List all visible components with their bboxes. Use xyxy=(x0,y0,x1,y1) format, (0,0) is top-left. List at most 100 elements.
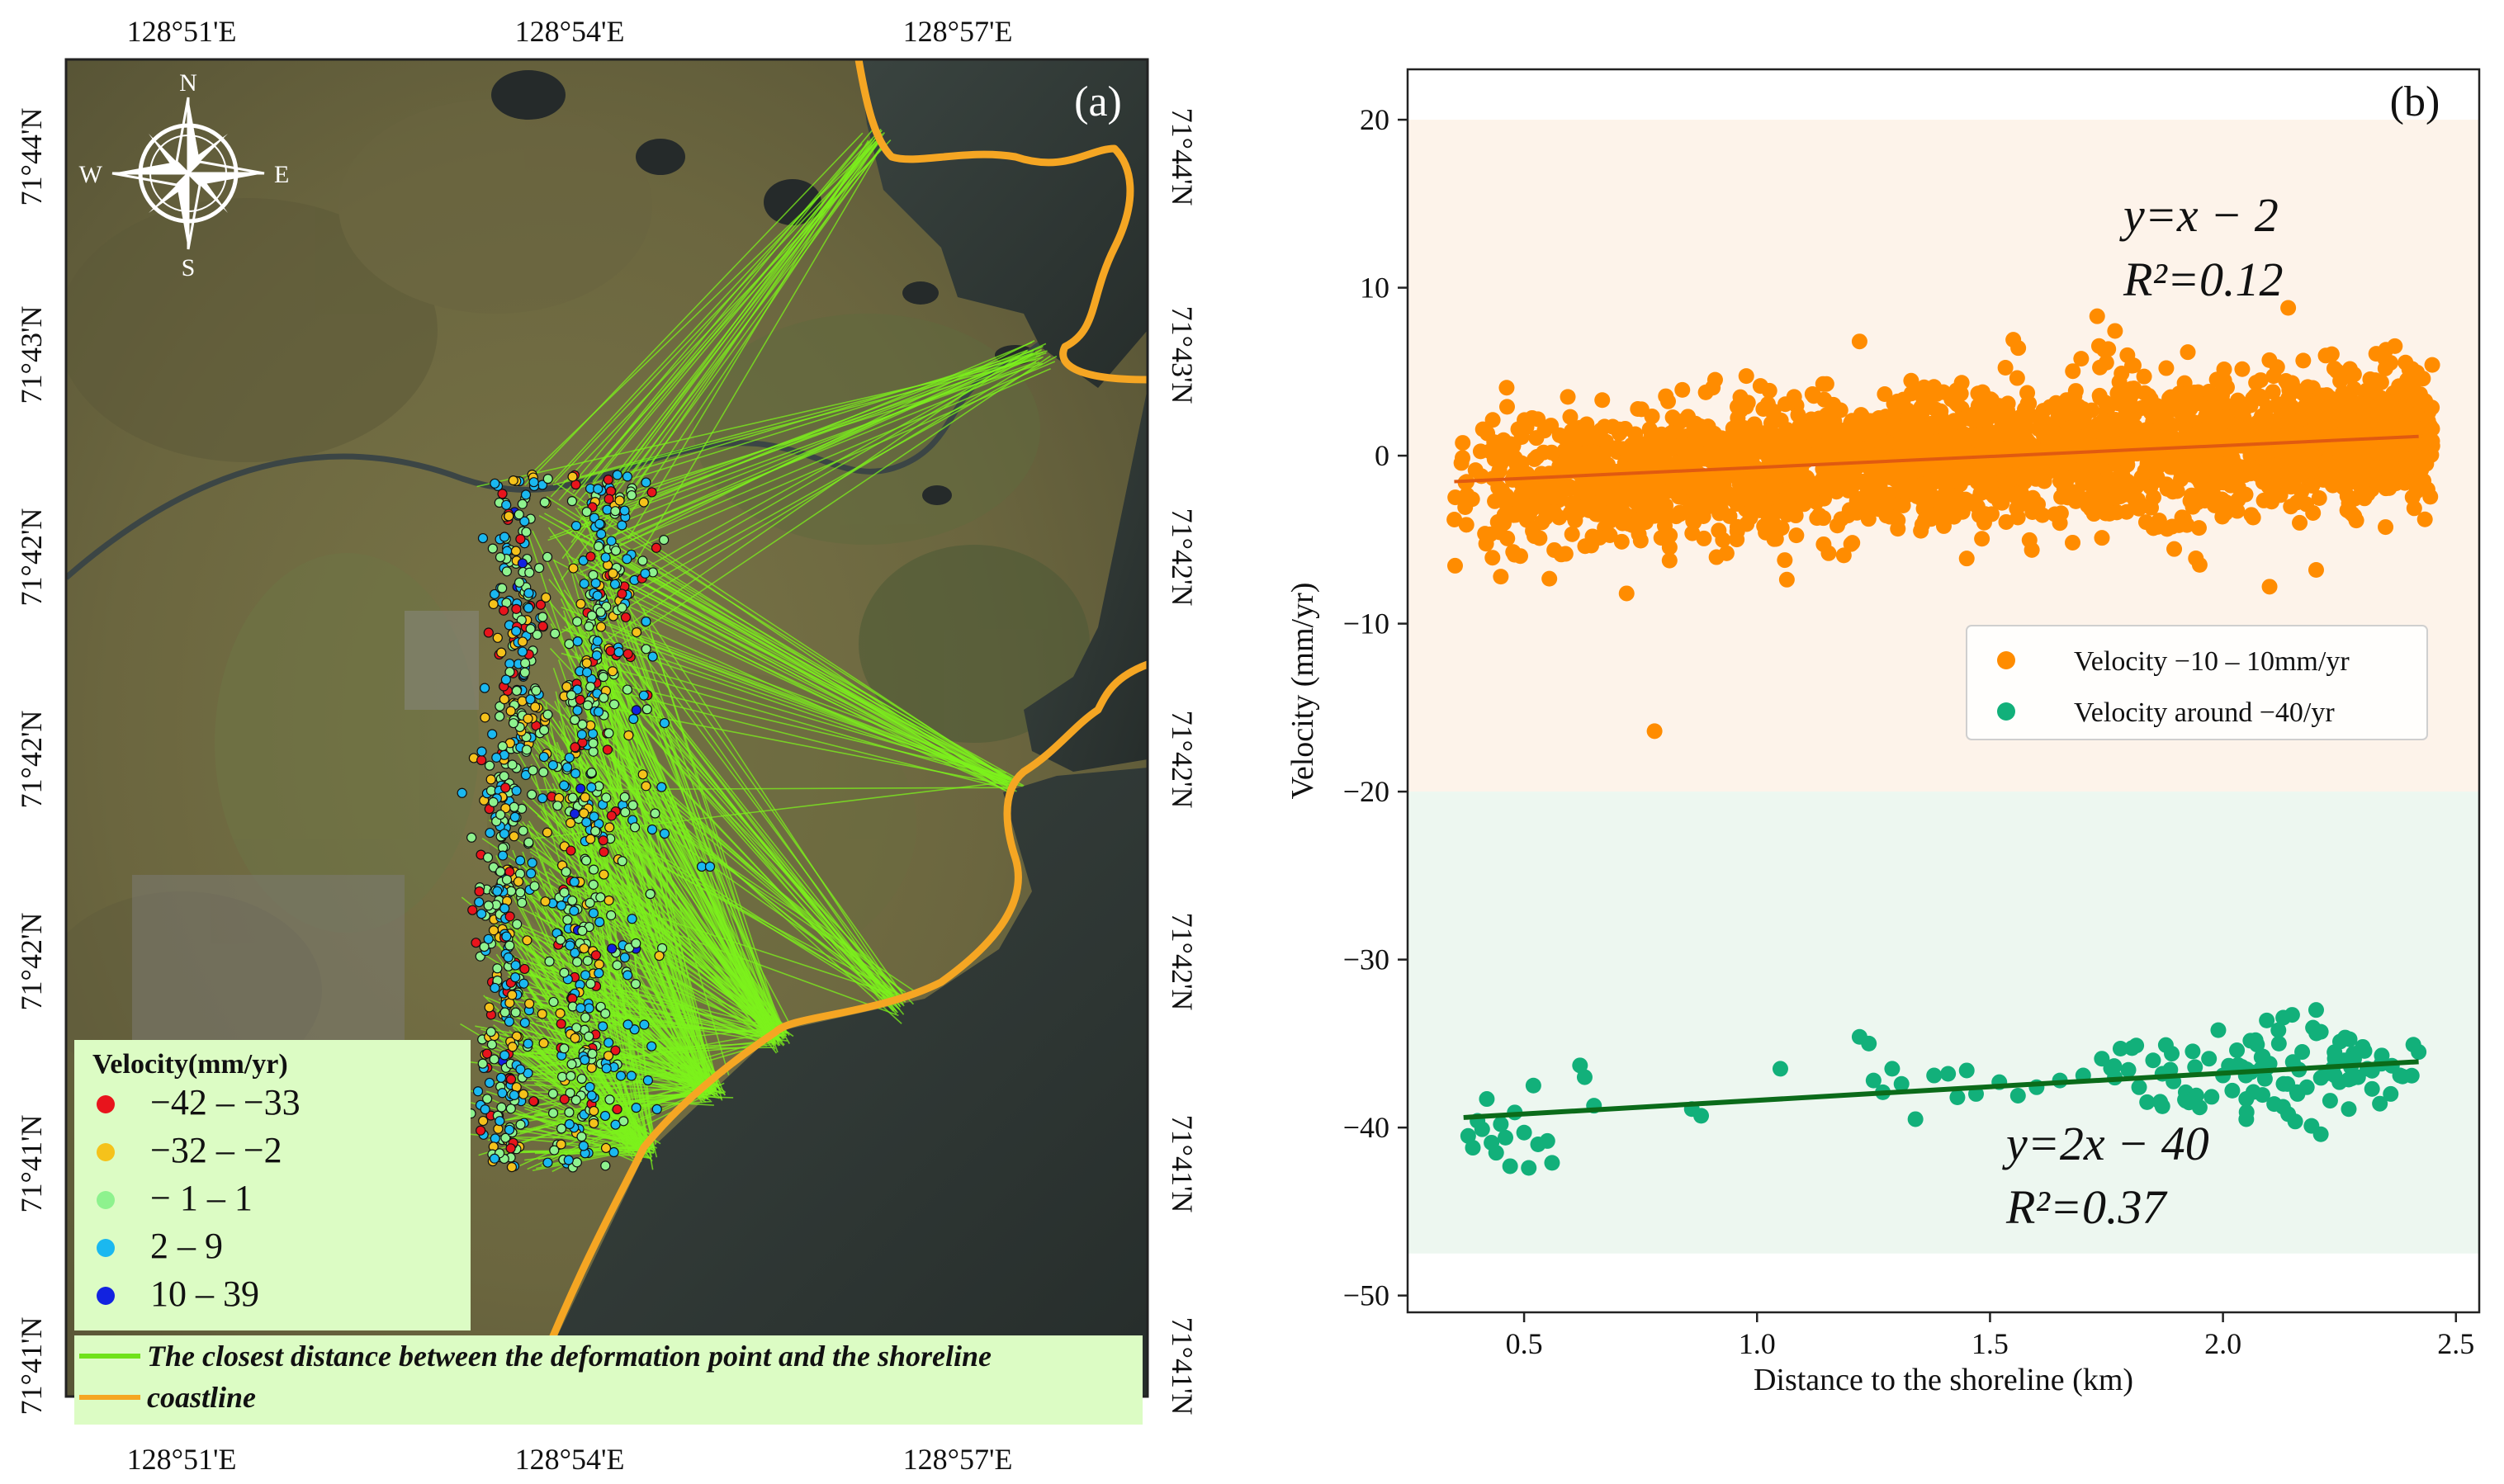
deformation-point xyxy=(630,979,641,990)
scatter-point-orange xyxy=(1718,545,1735,561)
deformation-point xyxy=(492,886,503,896)
deformation-point xyxy=(559,887,570,898)
deformation-point xyxy=(518,978,529,989)
scatter-point-orange xyxy=(2040,428,2057,444)
fit-line-green xyxy=(1463,1059,2419,1120)
distance-ray xyxy=(586,652,1010,778)
scatter-point-orange xyxy=(2311,490,2327,507)
scatter-point-orange xyxy=(2019,432,2035,448)
deformation-point xyxy=(610,1045,621,1056)
scatter-point-orange xyxy=(2265,384,2281,400)
deformation-point xyxy=(598,672,608,683)
scatter-point-orange xyxy=(2019,395,2036,412)
x-tick-label: 2.5 xyxy=(2437,1327,2474,1360)
deformation-point xyxy=(604,728,614,739)
distance-ray xyxy=(543,941,701,1091)
deformation-point xyxy=(523,713,533,724)
scatter-point-orange xyxy=(2332,372,2349,389)
scatter-point-orange xyxy=(1505,544,1522,560)
scatter-point-orange xyxy=(1560,389,1576,405)
scatter-point-orange xyxy=(1957,426,1973,442)
scatter-point-orange xyxy=(2378,342,2394,358)
deformation-point xyxy=(608,1146,619,1158)
scatter-point-green xyxy=(1949,1089,1966,1106)
scatter-point-orange xyxy=(1493,569,1509,585)
deformation-point xyxy=(472,1086,484,1097)
deformation-point xyxy=(484,1002,495,1013)
deformation-point xyxy=(515,534,526,545)
scatter-point-green xyxy=(2139,1094,2156,1110)
deformation-point xyxy=(566,1070,576,1081)
scatter-point-orange xyxy=(2373,374,2389,390)
scatter-point-orange xyxy=(1558,442,1574,459)
scatter-point-orange xyxy=(1537,479,1554,495)
scatter-point-orange xyxy=(1920,397,1937,414)
scatter-point-orange xyxy=(1600,456,1616,473)
scatter-point-orange xyxy=(2228,474,2245,490)
panel-a-label: (a) xyxy=(1074,78,1122,125)
scatter-point-orange xyxy=(1986,486,2003,503)
right-latitude-tick: 71°42'N xyxy=(1166,508,1199,607)
deformation-point xyxy=(619,505,630,516)
deformation-point xyxy=(578,1141,589,1151)
scatter-point-orange xyxy=(2336,389,2352,405)
scatter-point-orange xyxy=(1787,508,1804,524)
scatter-point-green xyxy=(1502,1158,1518,1174)
deformation-point xyxy=(608,568,618,579)
deformation-point xyxy=(503,952,514,963)
deformation-point xyxy=(547,759,558,771)
deformation-point xyxy=(601,792,612,803)
right-latitude-tick: 71°42'N xyxy=(1166,711,1199,809)
distance-ray xyxy=(561,652,1016,786)
deformation-point xyxy=(512,919,523,929)
deformation-point xyxy=(696,861,708,872)
scatter-point-orange xyxy=(1487,493,1503,509)
deformation-point xyxy=(521,527,532,537)
deformation-point xyxy=(631,705,641,716)
deformation-point xyxy=(610,1119,621,1130)
scatter-point-orange xyxy=(2385,448,2402,465)
scatter-point-orange xyxy=(1732,389,1749,405)
scatter-point-orange xyxy=(1639,439,1655,456)
scatter-point-orange xyxy=(1564,423,1580,439)
scatter-point-orange xyxy=(1484,550,1501,566)
scatter-point-green xyxy=(1884,1061,1900,1077)
scatter-point-orange xyxy=(2166,541,2183,557)
top-longitude-tick: 128°51'E xyxy=(127,15,237,48)
deformation-point xyxy=(528,477,539,488)
legend-swatch xyxy=(97,1095,115,1113)
legend-marker-green xyxy=(1997,702,2015,721)
scatter-point-green xyxy=(1865,1072,1882,1089)
deformation-point xyxy=(520,769,532,781)
deformation-point xyxy=(517,636,528,647)
scatter-point-green xyxy=(2294,1044,2311,1061)
deformation-point xyxy=(519,516,530,527)
deformation-point xyxy=(593,541,604,551)
deformation-point xyxy=(527,789,537,800)
deformation-point xyxy=(582,700,593,711)
deformation-point xyxy=(584,1031,594,1042)
deformation-point xyxy=(561,867,571,877)
deformation-point xyxy=(576,1073,587,1085)
deformation-point xyxy=(488,925,499,936)
scatter-point-orange xyxy=(1696,530,1712,546)
scatter-point-green xyxy=(1521,1160,1537,1176)
deformation-point xyxy=(623,730,634,741)
scatter-point-orange xyxy=(2192,395,2208,412)
deformation-point xyxy=(556,1139,566,1150)
deformation-point xyxy=(589,864,599,875)
deformation-point xyxy=(522,935,533,946)
chart-legend: Velocity −10 – 10mm/yr Velocity around −… xyxy=(1966,625,2428,740)
deformation-point xyxy=(499,903,510,914)
scatter-point-orange xyxy=(1749,466,1766,483)
legend-label-orange: Velocity −10 – 10mm/yr xyxy=(2074,646,2350,677)
deformation-point xyxy=(563,1155,574,1165)
scatter-point-orange xyxy=(2073,351,2090,367)
scatter-point-orange xyxy=(1498,399,1515,415)
distance-ray xyxy=(590,561,1008,792)
deformation-point xyxy=(519,667,530,678)
deformation-point xyxy=(486,1039,498,1050)
scatter-point-green xyxy=(1958,1062,1975,1079)
scatter-point-green xyxy=(1772,1061,1788,1077)
scatter-point-orange xyxy=(1618,585,1635,602)
